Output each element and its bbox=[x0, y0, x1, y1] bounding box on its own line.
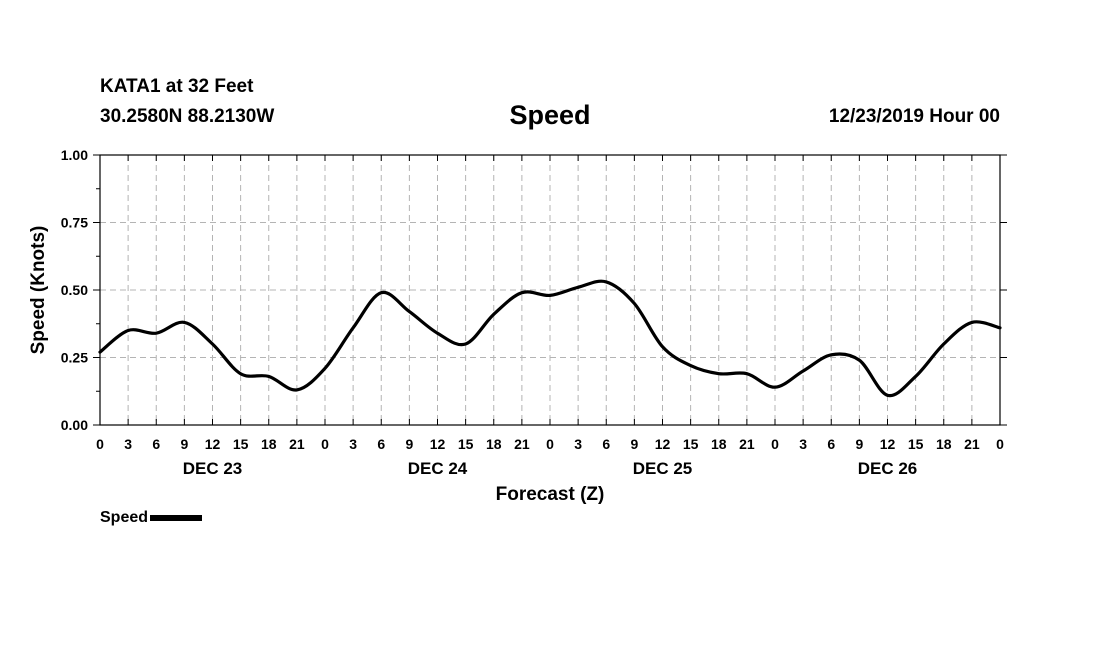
x-tick-label: 6 bbox=[152, 436, 160, 452]
x-tick-label: 6 bbox=[377, 436, 385, 452]
x-tick-label: 15 bbox=[233, 436, 249, 452]
x-tick-label: 9 bbox=[855, 436, 863, 452]
day-label: DEC 26 bbox=[858, 459, 918, 478]
y-tick-label: 0.00 bbox=[61, 417, 88, 433]
x-tick-label: 18 bbox=[261, 436, 277, 452]
station-label: KATA1 at 32 Feet bbox=[100, 76, 254, 97]
x-tick-label: 21 bbox=[964, 436, 980, 452]
x-tick-label: 12 bbox=[655, 436, 671, 452]
x-tick-label: 18 bbox=[936, 436, 952, 452]
x-tick-label: 0 bbox=[771, 436, 779, 452]
coordinates-label: 30.2580N 88.2130W bbox=[100, 106, 275, 127]
x-tick-label: 9 bbox=[405, 436, 413, 452]
axis-layer: 0 3 6 9 12 15 18 21 0 3 6 9 12 15 18 21 0 3 6 9 12 15 18 21 0 3 6 9… bbox=[61, 147, 1007, 478]
y-tick-label: 0.25 bbox=[61, 350, 88, 366]
y-tick-label: 0.50 bbox=[61, 282, 88, 298]
x-tick-label: 0 bbox=[546, 436, 554, 452]
speed-series-line bbox=[98, 279, 1002, 398]
x-tick-label: 18 bbox=[486, 436, 502, 452]
plot-frame bbox=[99, 154, 1001, 426]
series-layer bbox=[98, 279, 1002, 398]
x-tick-label: 12 bbox=[430, 436, 446, 452]
y-tick-label: 1.00 bbox=[61, 147, 88, 163]
x-tick-label: 12 bbox=[205, 436, 221, 452]
x-tick-label: 9 bbox=[630, 436, 638, 452]
x-tick-label: 15 bbox=[458, 436, 474, 452]
legend-label: Speed bbox=[100, 509, 149, 526]
x-tick-label: 9 bbox=[180, 436, 188, 452]
x-tick-label: 3 bbox=[574, 436, 582, 452]
x-tick-label: 15 bbox=[908, 436, 924, 452]
x-tick-label: 21 bbox=[514, 436, 530, 452]
x-tick-label: 0 bbox=[996, 436, 1004, 452]
x-tick-label: 6 bbox=[827, 436, 835, 452]
x-tick-label: 18 bbox=[711, 436, 727, 452]
x-tick-label: 0 bbox=[321, 436, 329, 452]
x-tick-label: 0 bbox=[96, 436, 104, 452]
day-label: DEC 24 bbox=[408, 459, 468, 478]
x-tick-label: 6 bbox=[602, 436, 610, 452]
day-label: DEC 23 bbox=[183, 459, 243, 478]
x-axis-label: Forecast (Z) bbox=[496, 484, 605, 505]
forecast-datetime: 12/23/2019 Hour 00 bbox=[828, 106, 1000, 127]
x-tick-label: 21 bbox=[739, 436, 755, 452]
day-label: DEC 25 bbox=[633, 459, 693, 478]
legend: Speed bbox=[100, 509, 203, 527]
y-tick-label: 0.75 bbox=[61, 215, 88, 231]
x-tick-label: 3 bbox=[799, 436, 807, 452]
y-axis-label: Speed (Knots) bbox=[28, 226, 49, 355]
legend-swatch bbox=[150, 515, 203, 521]
x-tick-label: 3 bbox=[124, 436, 132, 452]
chart-title: Speed bbox=[509, 100, 591, 130]
grid-layer bbox=[100, 155, 1000, 425]
x-tick-label: 3 bbox=[349, 436, 357, 452]
x-tick-label: 12 bbox=[880, 436, 896, 452]
x-tick-label: 15 bbox=[683, 436, 699, 452]
x-tick-label: 21 bbox=[289, 436, 305, 452]
